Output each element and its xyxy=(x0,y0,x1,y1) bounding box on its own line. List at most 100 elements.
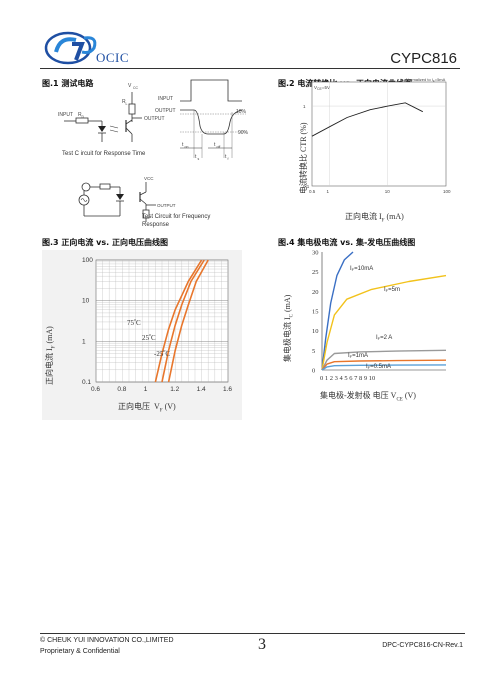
toff-sub: off xyxy=(217,145,221,149)
rl-resistor xyxy=(128,103,136,115)
fig2-note-sub: CE xyxy=(317,87,323,91)
fig3-xtick-5: 1.6 xyxy=(223,386,232,393)
rd-label: R xyxy=(78,112,82,118)
fig3-series-2 xyxy=(167,259,209,383)
lbl5-sub: F xyxy=(386,288,389,293)
fig4-x-ticks: 0 1 2 3 4 5 6 7 8 9 10 xyxy=(320,375,375,382)
tm25-deg: o xyxy=(163,348,165,353)
tf-sub: f xyxy=(228,157,229,161)
svg-text:IF=10mA: IF=10mA xyxy=(350,266,373,272)
lbl10-val: =10mA xyxy=(354,266,373,272)
fig2-note-val: =5V xyxy=(322,85,330,90)
footer-doc-id: DPC-CYPC816-CN-Rev.1 xyxy=(382,642,463,649)
fig2-xlabel: 正向电流 IF (mA) xyxy=(345,212,404,224)
fig4-ylabel: 集电极电流 IC (mA) xyxy=(283,294,295,362)
fig3-xtick-4: 1.4 xyxy=(197,386,206,393)
fig3-series-1 xyxy=(161,259,205,383)
fig2-xtick-3: 100 xyxy=(443,189,451,194)
lbl1-val: =1mA xyxy=(352,353,368,359)
t25-c: C xyxy=(151,334,156,342)
fig2-legend: Normalized to I xyxy=(406,77,433,82)
fig2-xtick-1: 1 xyxy=(327,189,330,194)
fig4-ytick-6: 30 xyxy=(312,250,319,257)
t25-label: 25 xyxy=(142,334,150,342)
rd-sub: D xyxy=(82,115,85,119)
lbl1: I xyxy=(348,353,350,359)
company-logo xyxy=(44,31,97,65)
ts-sub: s xyxy=(198,157,200,161)
fig4-series-1 xyxy=(321,274,447,371)
fig4-ytick-1: 5 xyxy=(312,348,315,355)
output2-label: OUTPUT xyxy=(157,203,176,208)
input-label: INPUT xyxy=(58,112,73,118)
lbl5-val: =5m xyxy=(388,287,400,293)
t75-deg: o xyxy=(134,317,136,322)
svg-text:IF=1mA: IF=1mA xyxy=(348,353,368,359)
toff-label: t xyxy=(214,142,216,148)
fig3-ytick-1: 1 xyxy=(82,338,86,345)
fig3-xtick-2: 1 xyxy=(144,386,148,393)
pct10-label: 10% xyxy=(236,109,247,115)
tm25-c: C xyxy=(165,350,170,358)
fig3-xtick-1: 0.8 xyxy=(117,386,126,393)
pct90-label: 90% xyxy=(238,130,249,136)
svg-text:-25oC: -25oC xyxy=(154,348,170,358)
rl-label: R xyxy=(122,99,126,105)
fig4-series-0 xyxy=(321,251,354,371)
svg-text:IF=2 A: IF=2 A xyxy=(376,335,392,341)
fig3-series-0 xyxy=(154,259,203,383)
header-divider xyxy=(40,68,460,69)
footer-confidential: Proprietary & Confidential xyxy=(40,648,120,655)
response-time-label: Test C ircuit for Response Time xyxy=(62,151,146,157)
fig4-xlabel: 集电极-发射极 电压 VCE (V) xyxy=(320,391,416,403)
fig2-legend-sub: F xyxy=(433,79,435,83)
vcc-sub: CC xyxy=(133,86,139,90)
fig3-xlabel: 正向电压 VF (V) xyxy=(118,402,176,414)
fig3-caption: 图.3 正向电流 vs. 正向电压曲线图 xyxy=(42,238,168,247)
fig4-ytick-5: 25 xyxy=(312,269,319,276)
ton-label: t xyxy=(182,142,184,148)
vcc-label: V xyxy=(128,83,132,89)
output-label: OUTPUT xyxy=(144,116,165,122)
fig4-ytick-2: 10 xyxy=(312,328,319,335)
fig3-ytick-2: 10 xyxy=(82,298,90,305)
fig2-ytick-1: 1 xyxy=(303,104,306,109)
svg-text:IF=5m: IF=5m xyxy=(384,287,400,293)
t75-label: 75 xyxy=(127,319,135,327)
fig3-xtick-3: 1.2 xyxy=(170,386,179,393)
fig4-series-2 xyxy=(321,349,447,371)
fig4-ytick-0: 0 xyxy=(312,368,315,375)
fig1-test-circuit: V CC R L OUTPUT INPUT R D INPUT OUTPUT 1… xyxy=(58,79,249,228)
fig2-ctr-chart: VCE=5V Normalized to IF=5mA 0.5 1 10 100 0.1… xyxy=(298,77,451,194)
svg-text:VCE=5V: VCE=5V xyxy=(314,85,330,91)
lbl05: I xyxy=(366,364,368,370)
lbl10-sub: F xyxy=(352,267,355,272)
fig3-ytick-3: 100 xyxy=(82,257,93,264)
lbl2: I xyxy=(376,335,378,341)
rl-sub: L xyxy=(126,102,128,106)
lbl2-val: =2 A xyxy=(380,335,392,341)
fig4-series-3 xyxy=(321,359,447,371)
fig2-ylabel: 电流转换比 CTR (%) xyxy=(298,122,308,194)
footer-divider xyxy=(40,633,465,634)
lbl5: I xyxy=(384,287,386,293)
footer-copyright: © CHEUK YUI INNOVATION CO.,LIMITED xyxy=(40,637,174,644)
tf-label: t xyxy=(225,154,227,160)
fig3-ylabel: 正向电流 IF (mA) xyxy=(45,326,57,385)
lbl1-sub: F xyxy=(350,354,353,359)
t75-c: C xyxy=(136,319,141,327)
vcc2-label: VCC xyxy=(144,176,154,181)
t25-deg: o xyxy=(149,332,151,337)
svg-text:Normalized to IF=5mA: Normalized to IF=5mA xyxy=(406,77,446,83)
svg-text:IF=0.5mA: IF=0.5mA xyxy=(366,364,391,370)
fig3-ytick-0: 0.1 xyxy=(82,379,91,386)
fig2-xtick-0: 0.5 xyxy=(309,189,316,194)
fig1-caption: 图.1 测试电路 xyxy=(42,79,94,88)
part-number: CYPC816 xyxy=(390,50,457,67)
ts-label: t xyxy=(195,154,197,160)
ton-sub: on xyxy=(185,145,189,149)
svg-text:75oC: 75oC xyxy=(127,317,141,327)
freq-label-1: Test Circuit for Frequency xyxy=(142,214,210,220)
tm25-label: -25 xyxy=(154,350,164,358)
